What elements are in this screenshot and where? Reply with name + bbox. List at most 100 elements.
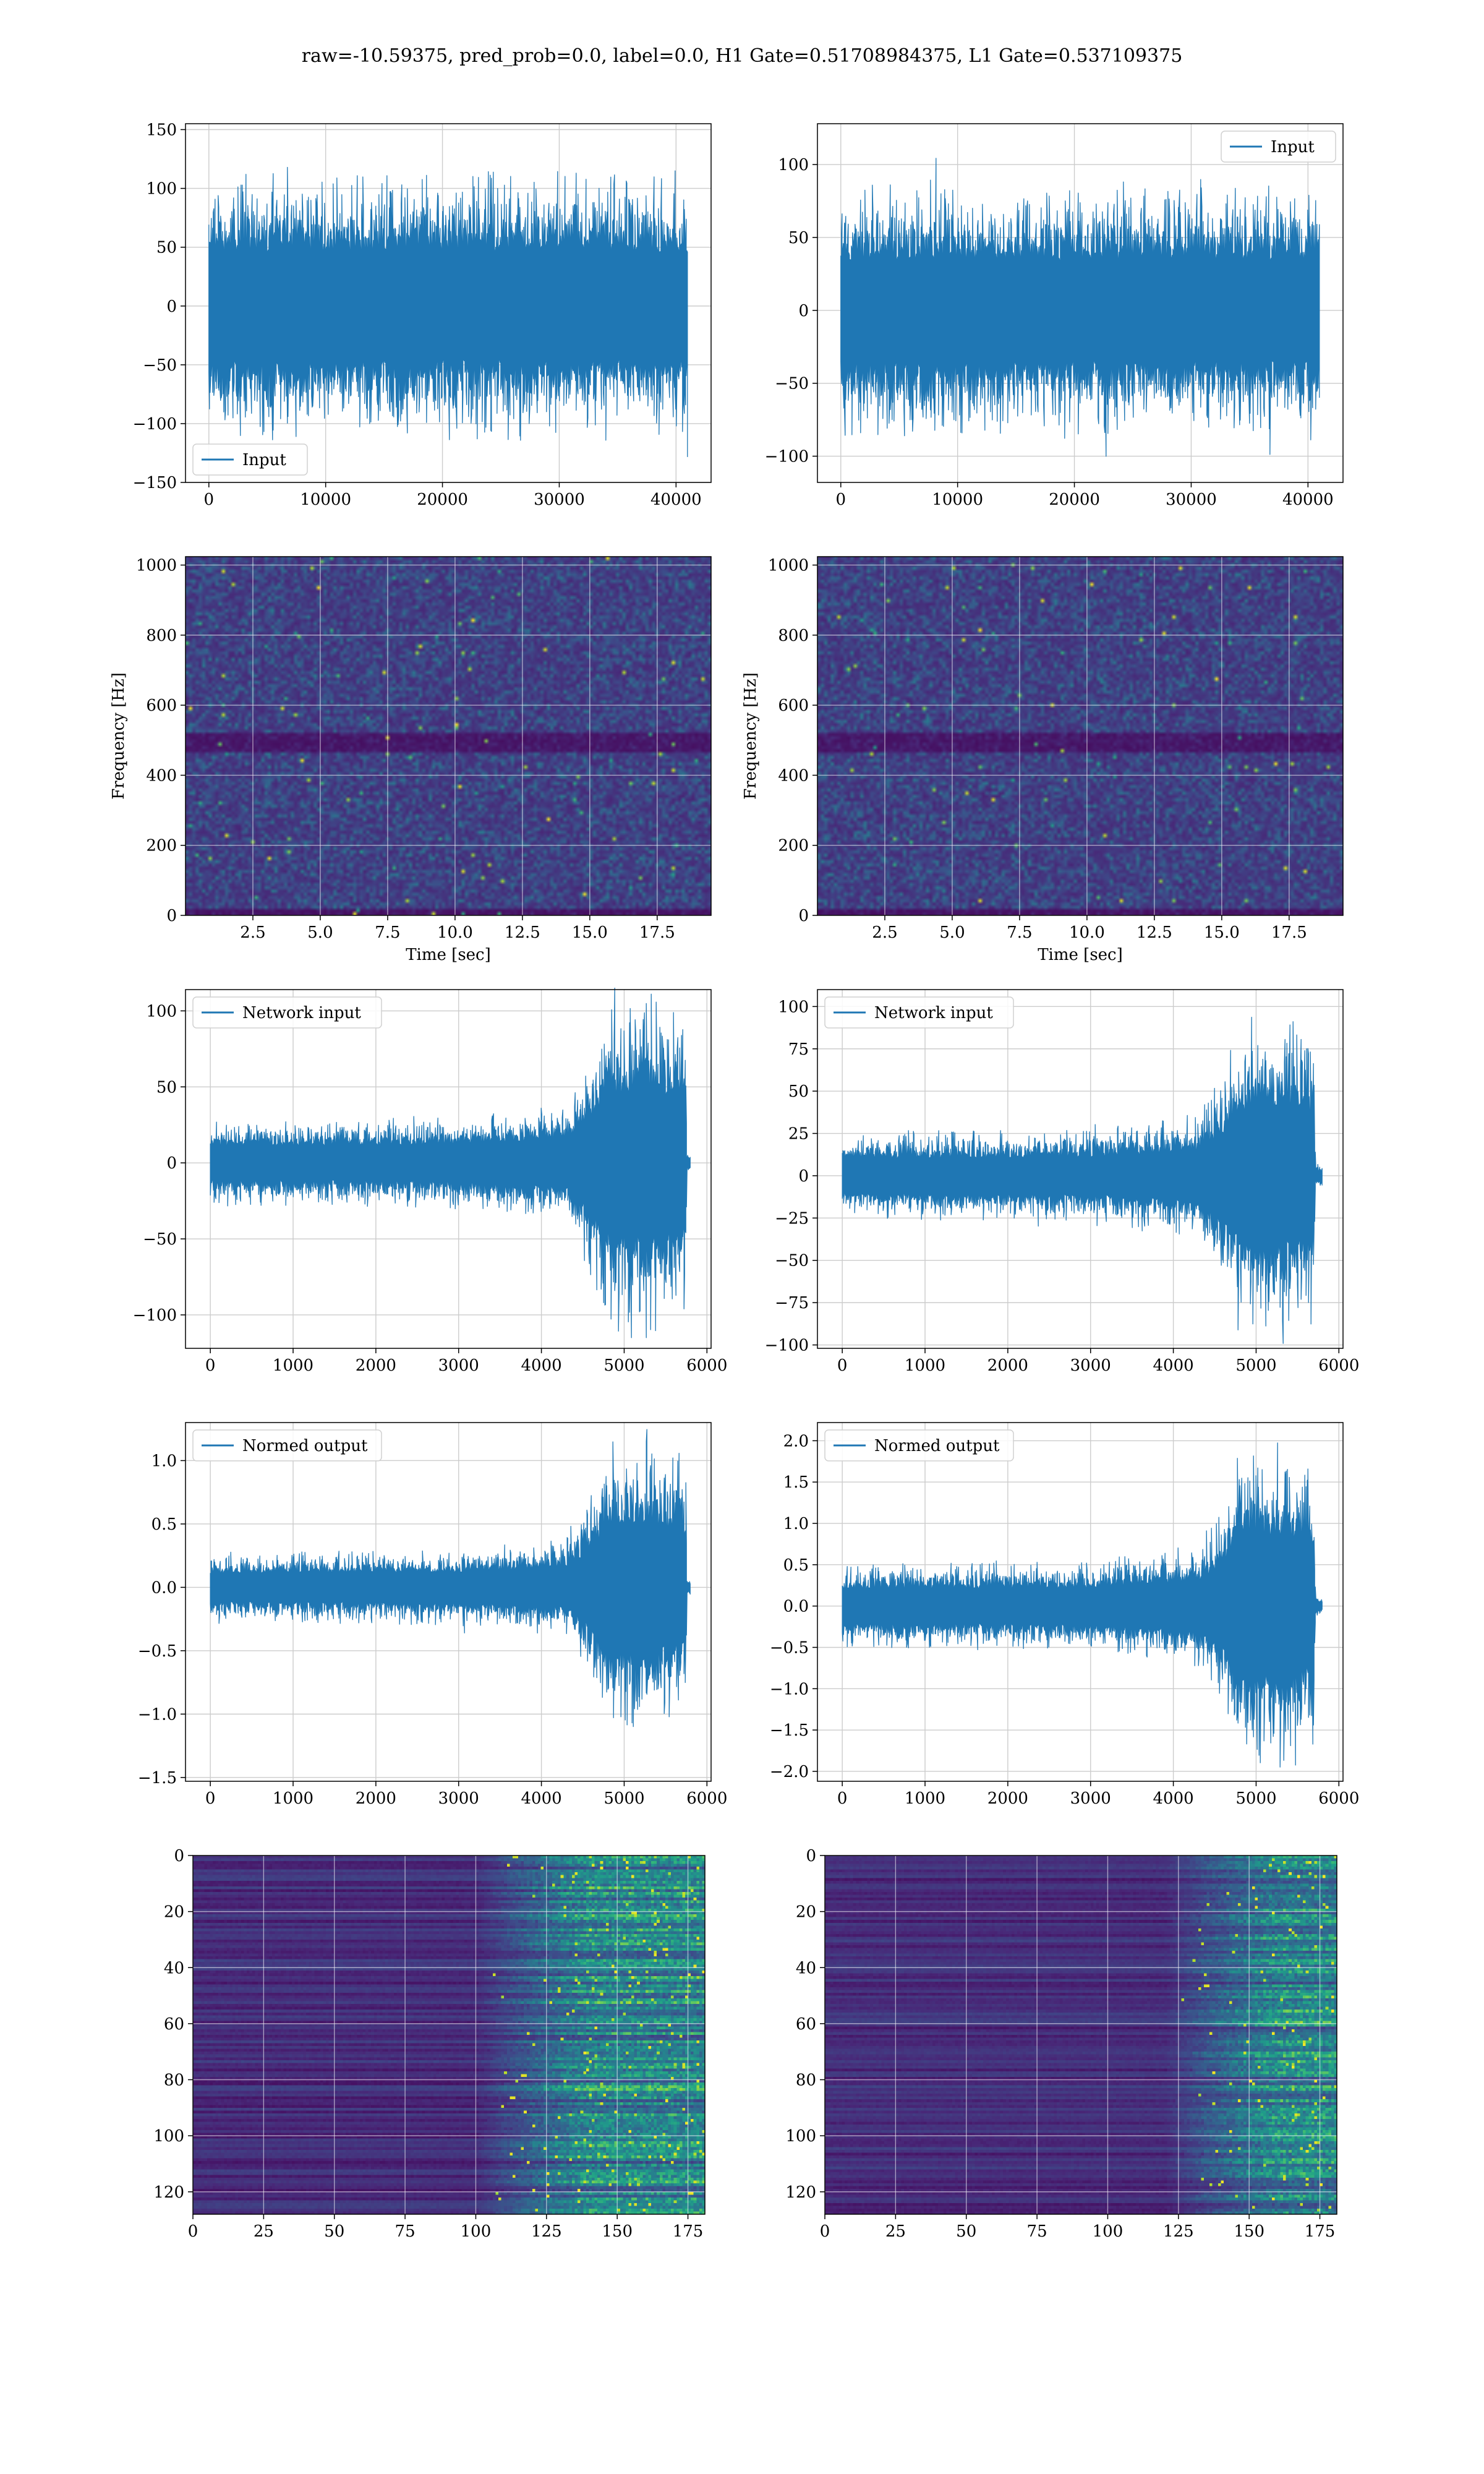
y-tick-label: 800 [146,627,177,645]
x-tick-label: 12.5 [505,923,540,942]
axes-frame [185,989,712,1349]
x-axis-label: Time [sec] [1038,946,1123,964]
x-tick-label: 12.5 [1136,923,1172,942]
x-tick-label: 2.5 [872,923,897,942]
x-tick-label: 20000 [1049,490,1100,509]
y-tick-label: 0 [166,1154,177,1173]
y-tick-label: −100 [765,448,809,466]
y-tick-label: 150 [146,121,177,140]
chart-feature-map-l1: 0 25 50 75 100 125 150 175 0 20 40 60 80 100 120 [785,1847,1337,2241]
y-tick-label: 75 [788,1040,809,1059]
series-line-normed-output-l1 [842,1442,1323,1768]
x-tick-label: 50 [956,2222,976,2241]
y-tick-label: 0.5 [151,1515,177,1534]
y-tick-label: −100 [765,1337,809,1355]
y-tick-label: −50 [775,1252,809,1270]
x-tick-label: 0 [205,1356,216,1375]
x-tick-label: 5000 [1235,1356,1276,1375]
axes-frame [817,556,1344,916]
heatmap-image-spectrogram-l1 [817,557,1343,915]
x-tick-label: 5000 [603,1356,644,1375]
x-tick-label: 40000 [1282,490,1334,509]
y-tick-label: −100 [133,1306,177,1325]
y-tick-label: 120 [153,2183,184,2202]
legend-box [824,1429,1014,1462]
y-tick-label: 25 [788,1125,809,1144]
legend-box [192,1429,382,1462]
series-line-input-l1 [840,158,1320,457]
y-tick-label: 100 [146,180,177,199]
chart-input-l1: 0 10000 20000 30000 40000 100 50 0 −50 −100 Input [765,123,1344,509]
axes-frame [817,1422,1344,1782]
y-tick-label: 1.0 [151,1452,177,1470]
y-tick-label: −2.0 [770,1763,809,1781]
x-tick-label: 15.0 [572,923,608,942]
y-tick-label: 20 [164,1903,184,1922]
y-axis-label: Frequency [Hz] [741,672,760,800]
chart-spectrogram-l1: 2.5 5.0 7.5 10.0 12.5 15.0 17.5 1000 800 600 400 20… [741,556,1344,964]
x-tick-label: 5000 [1235,1789,1276,1808]
y-tick-label: 100 [778,998,809,1016]
heatmap-image-spectrogram-h1 [186,557,711,915]
series-line-normed-output-h1 [210,1429,691,1727]
axes-frame [817,989,1344,1349]
y-tick-label: 0 [798,1167,809,1186]
legend-label: Normed output [874,1437,1000,1455]
x-tick-label: 175 [673,2222,704,2241]
x-tick-label: 10.0 [1069,923,1105,942]
series-line-network-input-h1 [210,987,691,1338]
y-tick-label: 800 [778,627,809,645]
x-tick-label: 0 [205,1789,216,1808]
x-tick-label: 7.5 [375,923,400,942]
chart-spectrogram-h1: 2.5 5.0 7.5 10.0 12.5 15.0 17.5 1000 800 600 400 20… [109,556,712,964]
axes-frame [185,123,712,483]
x-tick-label: 40000 [650,490,702,509]
series-line-input-h1 [208,166,688,457]
x-tick-label: 0 [836,490,846,509]
axes-frame [185,1422,712,1782]
chart-network-input-h1: 0 1000 2000 3000 4000 5000 6000 100 50 0 −50 −100 Ne… [133,987,727,1375]
legend-box [824,996,1014,1029]
x-tick-label: 30000 [1166,490,1217,509]
y-tick-label: 120 [785,2183,816,2202]
x-tick-label: 125 [531,2222,562,2241]
chart-normed-output-l1: 0 1000 2000 3000 4000 5000 6000 2.0 1.5 1.0 0.5 0.0… [770,1422,1359,1808]
y-tick-label: 200 [146,837,177,855]
x-tick-label: 2.5 [240,923,265,942]
y-tick-label: 100 [778,156,809,174]
chart-normed-output-h1: 0 1000 2000 3000 4000 5000 6000 1.0 0.5 0.0 −0.5 −1… [138,1422,727,1808]
legend: Network input [824,996,1014,1029]
y-tick-label: −0.5 [770,1639,809,1658]
series-line-network-input-l1 [842,1017,1323,1344]
x-tick-label: 1000 [905,1356,945,1375]
x-tick-label: 5.0 [939,923,965,942]
axes-frame [192,1855,706,2215]
x-tick-label: 150 [1234,2222,1264,2241]
x-tick-label: 6000 [1318,1356,1359,1375]
y-tick-label: −75 [775,1294,809,1312]
chart-input-h1: 0 10000 20000 30000 40000 150 100 50 0 −50 −100 −15… [133,121,712,509]
y-tick-label: −50 [143,356,177,375]
x-tick-label: 3000 [1070,1356,1111,1375]
x-tick-label: 25 [254,2222,274,2241]
legend: Normed output [192,1429,382,1462]
x-tick-label: 125 [1163,2222,1194,2241]
axes-frame [824,1855,1337,2215]
y-tick-label: −50 [775,375,809,393]
x-tick-label: 6000 [1318,1789,1359,1808]
x-tick-label: 4000 [521,1789,562,1808]
y-tick-label: −0.5 [138,1642,177,1661]
x-tick-label: 10.0 [437,923,473,942]
x-tick-label: 1000 [905,1789,945,1808]
x-tick-label: 30000 [534,490,585,509]
y-tick-label: −1.0 [138,1705,177,1724]
x-tick-label: 10000 [932,490,983,509]
x-tick-label: 25 [885,2222,906,2241]
legend-box [192,996,382,1029]
x-tick-label: 10000 [300,490,351,509]
y-tick-label: 0 [806,1847,816,1865]
x-tick-label: 17.5 [1271,923,1307,942]
legend-label: Network input [242,1004,361,1022]
x-tick-label: 100 [1093,2222,1124,2241]
